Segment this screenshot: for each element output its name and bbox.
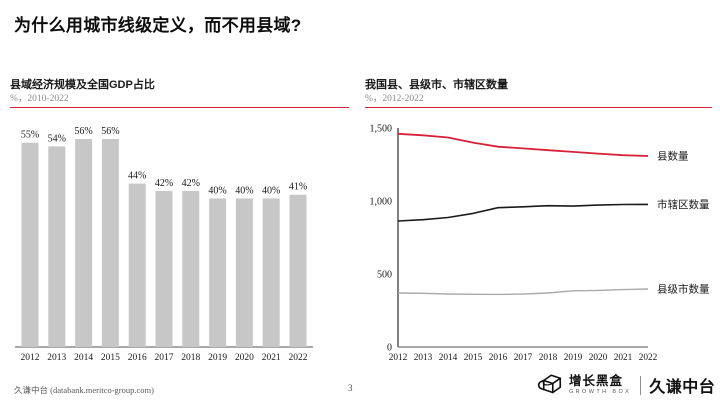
footer-logo: 增长黑盒 GROWTH BOX 久谦中台	[534, 370, 715, 400]
line-year-label: 2016	[489, 353, 508, 363]
bar-year-label: 2013	[47, 353, 66, 363]
bar-value-label: 56%	[74, 126, 92, 137]
bar-chart-section: 县域经济规模及全国GDP占比 %，2010-2022	[10, 79, 349, 108]
bar-value-label: 40%	[262, 185, 280, 196]
line-year-label: 2020	[589, 353, 608, 363]
bar-chart-title: 县域经济规模及全国GDP占比	[10, 79, 155, 91]
bar-value-label: 40%	[235, 185, 253, 196]
series-line-1	[397, 203, 649, 222]
line-year-label: 2017	[514, 353, 533, 363]
line-year-label: 2013	[414, 353, 433, 363]
bar-year-label: 2014	[74, 353, 93, 363]
bar-chart: 55% 2012 54% 2013 56% 2014 56% 2015 44% 2016 42% 20…	[15, 126, 313, 363]
partner-name: 久谦中台	[649, 379, 716, 396]
line-year-label: 2019	[564, 353, 583, 363]
bar-value-label: 42%	[182, 178, 200, 189]
bar-2013	[48, 146, 66, 347]
y-tick-label: 500	[377, 270, 392, 281]
bar-year-label: 2016	[128, 353, 147, 363]
growth-box-logo-icon	[537, 374, 562, 394]
bar-value-label: 55%	[21, 130, 39, 141]
bar-2022	[289, 194, 307, 347]
line-chart-subtitle: %，2012-2022	[365, 94, 424, 104]
series-label-0: 县数量	[657, 150, 689, 163]
bar-2017	[155, 191, 173, 347]
line-chart-title-rule	[365, 107, 712, 108]
series-line-2	[397, 288, 649, 296]
bar-year-label: 2022	[289, 353, 308, 363]
bar-2016	[128, 183, 146, 347]
bar-value-label: 40%	[208, 185, 226, 196]
y-tick-label: 0	[387, 343, 392, 354]
bar-value-label: 54%	[48, 133, 66, 144]
bar-2014	[75, 139, 93, 347]
bar-value-label: 41%	[289, 182, 307, 193]
bar-2019	[209, 198, 227, 347]
bar-year-label: 2021	[262, 353, 281, 363]
bar-value-label: 56%	[101, 126, 119, 137]
line-chart-section: 我国县、县级市、市辖区数量 %，2012-2022	[365, 79, 712, 108]
bar-2012	[21, 142, 39, 347]
series-label-1: 市辖区数量	[657, 198, 710, 211]
bar-2015	[101, 139, 119, 347]
y-tick-label: 1,000	[370, 197, 393, 208]
bar-chart-subtitle: %，2010-2022	[10, 94, 69, 104]
line-year-label: 2015	[464, 353, 483, 363]
y-tick-label: 1,500	[370, 124, 393, 135]
line-year-label: 2014	[439, 353, 458, 363]
footer-page-number: 3	[348, 383, 353, 393]
bar-2021	[262, 198, 280, 347]
series-line-0	[397, 132, 649, 157]
brand-name: 增长黑盒	[569, 373, 624, 388]
line-chart-title: 我国县、县级市、市辖区数量	[365, 79, 508, 91]
page-title: 为什么用城市线级定义，而不用县域?	[14, 16, 302, 35]
bar-year-label: 2020	[235, 353, 254, 363]
line-year-label: 2022	[639, 353, 658, 363]
footer-source: 久谦中台 (databank.meritco-group.com)	[14, 385, 154, 395]
brand-block: 增长黑盒 GROWTH BOX	[569, 373, 632, 396]
bar-year-label: 2018	[181, 353, 200, 363]
bar-value-label: 42%	[155, 178, 173, 189]
bar-chart-title-rule	[10, 107, 349, 108]
bar-year-label: 2015	[101, 353, 120, 363]
line-year-label: 2021	[614, 353, 633, 363]
bar-value-label: 44%	[128, 171, 146, 182]
line-year-label: 2018	[539, 353, 558, 363]
bar-year-label: 2017	[155, 353, 174, 363]
logo-divider	[640, 375, 642, 395]
brand-subtitle: GROWTH BOX	[569, 388, 632, 395]
bar-2020	[235, 198, 253, 347]
line-year-label: 2012	[389, 353, 408, 363]
bar-2018	[182, 191, 200, 347]
bar-year-label: 2012	[21, 353, 40, 363]
bar-year-label: 2019	[208, 353, 227, 363]
series-label-2: 县级市数量	[657, 283, 710, 296]
line-chart: 0 500 1,000 1,500 2012 2013 2014 2015 2016 2017 20…	[370, 124, 710, 364]
